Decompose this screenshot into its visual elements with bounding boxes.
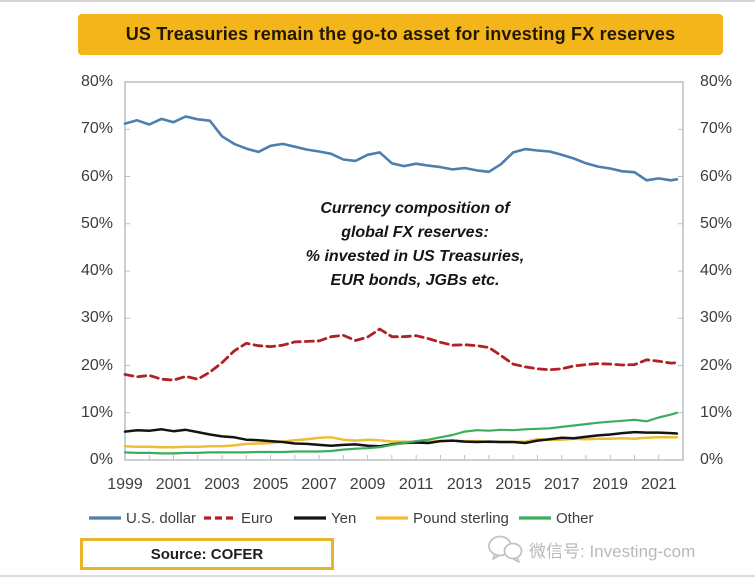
y-tick-label-right: 10% [700,403,733,421]
wechat-icon [488,535,523,563]
legend-swatch [519,516,551,520]
x-tick-label: 2005 [252,476,289,493]
y-tick-label-right: 60% [700,167,733,185]
series-line-euro [123,327,679,382]
x-tick-label: 2019 [592,476,628,493]
y-tick-label-left: 50% [80,214,113,232]
chart-legend: U.S. dollar Euro Yen Pound sterling Other [0,507,755,529]
y-tick-label-right: 80% [700,73,733,90]
x-tick-label: 2011 [398,476,434,493]
y-tick-label-left: 10% [80,403,113,421]
y-tick-label-left: 70% [80,120,113,138]
annotation-line: Currency composition of [320,200,510,217]
x-tick-label: 2003 [204,476,240,493]
annotation: Currency composition of global FX reserv… [255,197,575,293]
legend-item-other: Other [518,507,594,529]
legend-swatch [376,516,408,520]
y-tick-label-left: 40% [80,262,113,279]
x-tick-label: 2007 [301,476,337,493]
legend-label: Other [556,509,594,527]
y-tick-label-left: 60% [80,167,113,185]
y-tick-label-right: 40% [700,262,733,279]
x-tick-label: 2013 [446,476,483,493]
source-box: Source: COFER [80,538,334,570]
legend-swatch [89,516,121,520]
legend-label: Pound sterling [413,509,509,527]
x-tick-label: 2017 [543,476,580,493]
watermark: 微信号: Investing-com [487,534,695,564]
y-tick-label-left: 20% [80,356,113,374]
top-divider [0,0,755,2]
legend-label: Euro [241,509,273,527]
legend-item-pound-sterling: Pound sterling [375,507,509,529]
y-tick-label-left: 80% [80,73,113,90]
legend-label: U.S. dollar [126,509,197,527]
y-tick-label-right: 70% [700,120,733,138]
x-tick-label: 2009 [349,476,386,493]
x-tick-label: 2021 [640,476,677,493]
legend-swatch [294,516,326,520]
legend-label: Yen [331,509,357,527]
source-label: Source: COFER [150,545,264,563]
y-tick-label-left: 30% [80,309,113,327]
series-line-u-s-dollar [123,115,679,182]
banner-title: US Treasuries remain the go-to asset for… [125,24,676,44]
y-tick-label-right: 20% [700,356,733,374]
watermark-text: 微信号: Investing-com [529,541,696,561]
y-tick-label-right: 0% [700,451,724,468]
y-tick-label-right: 50% [700,214,733,232]
x-tick-label: 2015 [495,476,531,493]
legend-swatch [204,516,236,520]
series-line-pound-sterling [123,436,679,449]
legend-item-yen: Yen [293,507,356,529]
y-tick-label-right: 30% [700,309,733,327]
annotation-line: global FX reserves: [341,224,489,241]
x-tick-label: 2001 [155,476,192,493]
annotation-line: EUR bonds, JGBs etc. [330,272,500,289]
annotation-line: % invested in US Treasuries, [305,248,525,265]
bottom-divider [0,575,755,577]
y-tick-label-left: 0% [89,451,113,468]
legend-item-euro: Euro [203,507,273,529]
series-line-other [123,411,679,455]
title-banner: US Treasuries remain the go-to asset for… [78,14,723,55]
legend-item-u-s-dollar: U.S. dollar [88,507,196,529]
x-tick-label: 1999 [107,476,143,493]
